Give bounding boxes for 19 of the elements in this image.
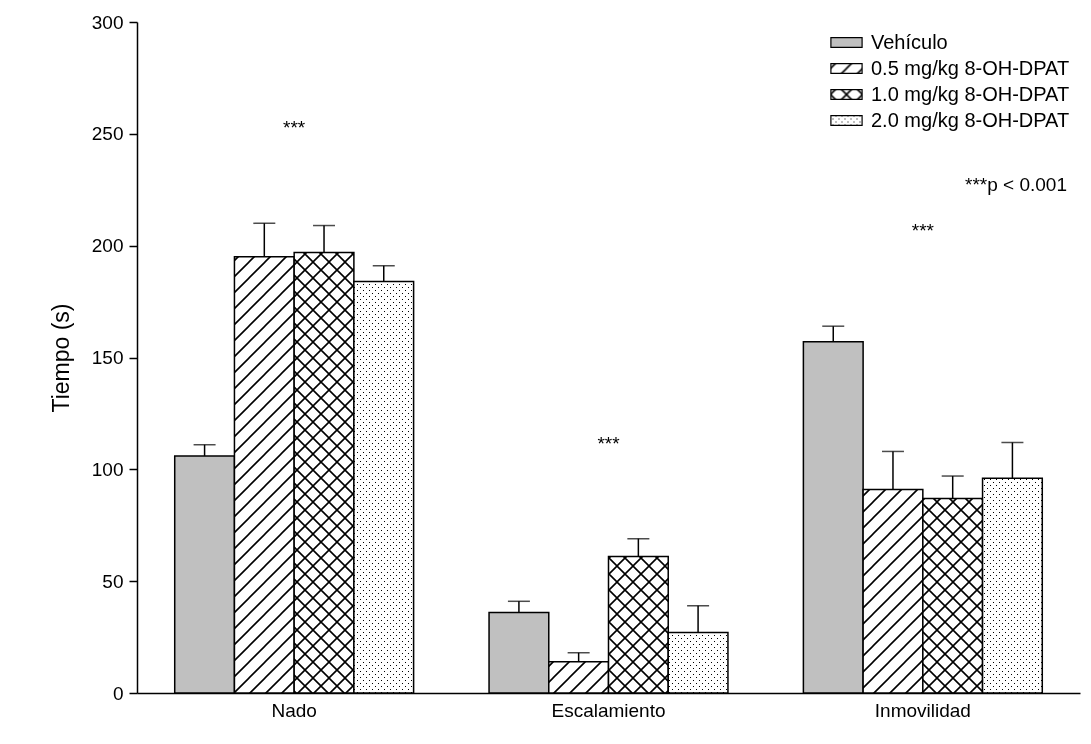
annotation: *** <box>911 220 935 242</box>
y-tick-label: 250 <box>91 123 124 145</box>
y-tick-label: 0 <box>112 682 124 704</box>
x-tick-label: Escalamiento <box>551 699 666 721</box>
x-tick-label: Nado <box>271 699 317 721</box>
y-tick-label: 50 <box>102 570 124 592</box>
y-tick-label: 100 <box>91 458 124 480</box>
annotation: *** <box>283 117 306 139</box>
annotation: *** <box>597 432 621 454</box>
y-axis-title: Tiempo (s) <box>47 303 74 413</box>
legend-label: Vehículo <box>871 30 948 53</box>
y-tick-label: 200 <box>91 235 124 257</box>
legend-label: 2.0 mg/kg 8-OH-DPAT <box>871 108 1070 131</box>
legend-label: 1.0 mg/kg 8-OH-DPAT <box>871 82 1070 105</box>
y-tick-label: 300 <box>91 11 124 33</box>
legend-label: 0.5 mg/kg 8-OH-DPAT <box>871 56 1070 79</box>
x-tick-label: Inmovilidad <box>874 699 971 721</box>
annotation: ***p < 0.001 <box>965 174 1067 195</box>
y-tick-label: 150 <box>91 347 124 368</box>
